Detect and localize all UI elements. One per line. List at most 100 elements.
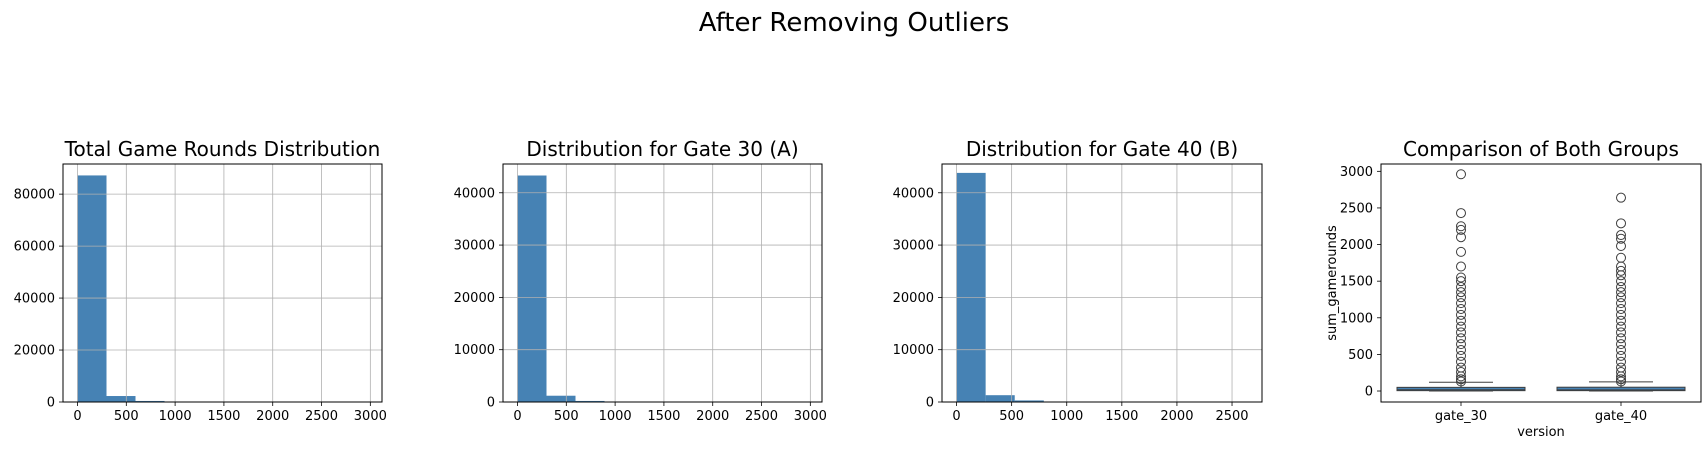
flier-point [1456,309,1466,320]
histogram-bar [575,400,605,402]
flier-point [1616,376,1626,387]
histogram-bar [985,395,1015,402]
flier-point [1616,230,1626,241]
flier-point [1456,356,1466,367]
flier-point [1616,350,1626,361]
flier-point [1616,321,1626,332]
flier-point [1456,208,1466,219]
flier-point [1456,374,1466,385]
flier-point [1616,315,1626,326]
axes-frame [1380,163,1702,403]
x-tick-label: 2000 [696,409,729,424]
y-tick-label: 10000 [454,343,495,358]
y-axis-label: sum_gamerounds [1325,225,1340,341]
y-tick-label: 20000 [454,291,495,306]
x-tick-label: 0 [513,409,521,424]
flier-point [1616,362,1626,373]
flier-point [1616,282,1626,293]
flier-point [1616,192,1626,203]
panel-title: Total Game Rounds Distribution [64,137,381,161]
flier-point [1616,252,1626,263]
axes-frame [502,163,823,403]
box-iqr [1396,386,1526,392]
flier-point [1456,232,1466,243]
axes-frame [62,163,383,403]
y-tick-label: 1000 [1340,311,1373,326]
y-tick-label: 20000 [14,344,55,359]
x-tick-label: 1500 [207,409,240,424]
flier-point [1456,224,1466,235]
x-axis-label: version [1517,425,1565,440]
flier-point [1456,221,1466,232]
flier-point [1456,272,1466,283]
flier-point [1456,327,1466,338]
x-tick-label: gate_30 [1435,409,1487,424]
flier-point [1616,276,1626,287]
x-tick-label: gate_40 [1595,409,1647,424]
histogram-panel-total: 0 500 1000 1500 2000 2500 3000 0 20000 40000 60000… [14,137,387,424]
flier-point [1616,298,1626,309]
flier-point [1456,261,1466,272]
flier-point [1616,345,1626,356]
flier-point [1456,287,1466,298]
x-tick-label: 3000 [354,409,387,424]
flier-point [1456,315,1466,326]
flier-point [1616,374,1626,385]
flier-point [1616,292,1626,303]
y-tick-label: 1500 [1340,275,1373,290]
flier-point [1616,327,1626,338]
panel-title: Comparison of Both Groups [1403,137,1679,161]
histogram-bar [546,395,576,402]
flier-point [1616,356,1626,367]
flier-point [1616,303,1626,314]
x-tick-label: 1000 [1050,409,1083,424]
y-tick-label: 20000 [893,291,934,306]
histogram-bar [77,175,107,402]
axes-frame [941,163,1263,403]
histogram-panel-gate-30: 0 500 1000 1500 2000 2500 30000100002000030000… [454,137,827,424]
panel-title: Distribution for Gate 30 (A) [526,137,798,161]
flier-point [1456,350,1466,361]
histogram-bar [135,400,165,402]
x-tick-label: 2500 [1215,409,1248,424]
x-tick-label: 2500 [745,409,778,424]
y-tick-label: 40000 [893,186,934,201]
y-tick-label: 40000 [14,292,55,307]
y-tick-label: 60000 [14,240,55,255]
y-tick-label: 2000 [1340,238,1373,253]
flier-point [1456,339,1466,350]
y-tick-label: 40000 [454,186,495,201]
y-tick-label: 80000 [14,188,55,203]
flier-point [1456,321,1466,332]
flier-point [1456,246,1466,257]
y-tick-label: 0 [1365,385,1373,400]
y-tick-label: 500 [1348,348,1373,363]
flier-point [1616,265,1626,276]
x-tick-label: 2000 [1160,409,1193,424]
flier-point [1616,333,1626,344]
x-tick-label: 1500 [647,409,680,424]
histogram-panel-gate-40: 0 500 1000 1500 2000 2500 0 10000 20000 30000 4000… [893,137,1263,424]
x-tick-label: 3000 [794,409,827,424]
flier-point [1456,169,1466,180]
flier-point [1616,339,1626,350]
flier-point [1616,233,1626,244]
x-tick-label: 1000 [159,409,192,424]
panel-title: Distribution for Gate 40 (B) [966,137,1238,161]
histogram-bar [956,172,986,402]
flier-point [1456,292,1466,303]
x-tick-label: 1500 [1105,409,1138,424]
flier-point [1456,276,1466,287]
box-iqr [1556,386,1686,392]
flier-point [1456,345,1466,356]
flier-point [1616,366,1626,377]
y-tick-label: 30000 [893,239,934,254]
histogram-bar [517,175,547,402]
x-tick-label: 500 [554,409,579,424]
flier-point [1456,366,1466,377]
y-tick-label: 2500 [1340,201,1373,216]
flier-point [1616,241,1626,252]
y-tick-label: 10000 [893,343,934,358]
